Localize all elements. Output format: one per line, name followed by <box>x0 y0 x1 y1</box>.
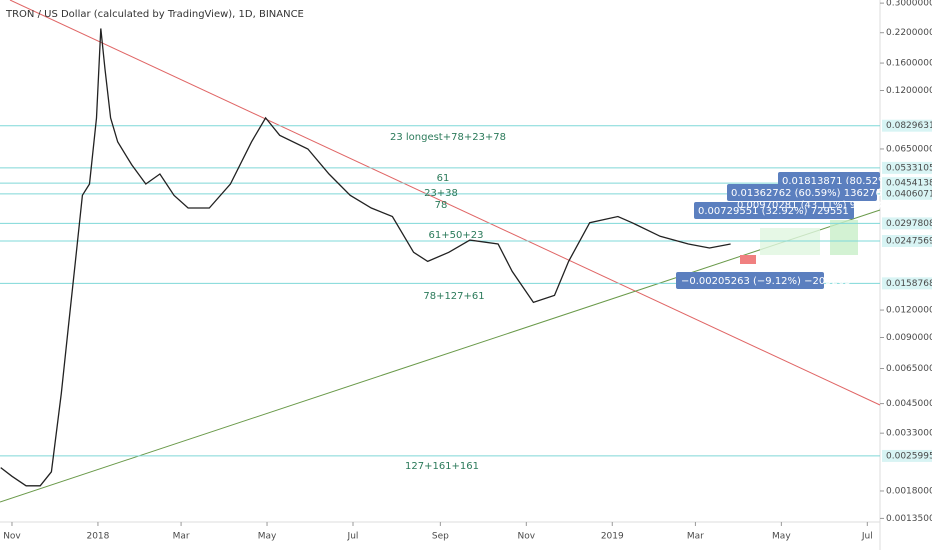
x-tick-label: May <box>258 532 277 542</box>
measure-label: 0.01813871 (80.52%) 18 <box>782 176 907 187</box>
measure-label: 0.00970281 (43.11%) 970281 <box>737 200 888 211</box>
level-tag <box>882 161 932 174</box>
plot-area <box>0 0 880 522</box>
level-tag <box>882 177 932 190</box>
down-trendline <box>9 0 881 406</box>
x-tick-label: Mar <box>173 532 190 542</box>
level-label: 0.04060714 <box>886 189 932 199</box>
y-tick-label: 0.00135000 <box>886 514 932 524</box>
level-tag <box>882 187 932 200</box>
measure-box <box>694 202 854 219</box>
level-tag <box>882 277 932 290</box>
level-tag <box>882 449 932 462</box>
x-tick-label: Jul <box>347 532 359 542</box>
annotation: 23+38 <box>424 188 458 199</box>
x-tick-label: Mar <box>687 532 704 542</box>
level-label: 0.04541383 <box>886 179 932 189</box>
stop-zone <box>740 255 756 264</box>
up-trendline <box>0 209 881 503</box>
measure-box <box>676 272 824 289</box>
x-tick-label: Sep <box>432 532 449 542</box>
annotation: 78+127+61 <box>423 291 484 302</box>
x-tick-label: 2019 <box>601 532 624 542</box>
measure-label: −0.00205263 (−9.12%) −205263 <box>681 276 851 287</box>
level-label: 0.02978083 <box>886 219 932 229</box>
annotation: 78 <box>435 200 448 211</box>
x-tick-label: May <box>772 532 791 542</box>
measure-label: 0.00729551 (32.92%) 729551 <box>698 206 849 217</box>
annotation: 61 <box>437 173 450 184</box>
level-label: 0.08296317 <box>886 121 932 131</box>
x-tick-label: Jul <box>861 532 873 542</box>
level-label: 0.00259951 <box>886 451 932 461</box>
annotation: 61+50+23 <box>429 230 484 241</box>
level-tag <box>882 217 932 230</box>
annotation: 23 longest+78+23+78 <box>390 132 506 143</box>
measure-box <box>727 184 877 201</box>
chart-title: TRON / US Dollar (calculated by TradingV… <box>5 9 304 20</box>
x-tick-label: Nov <box>3 532 21 542</box>
level-tag <box>882 235 932 248</box>
level-tag <box>882 119 932 132</box>
level-label: 0.02475693 <box>886 237 932 247</box>
target-zone <box>830 220 858 255</box>
measure-label: 0.01362762 (60.59%) 1362762 <box>731 188 888 199</box>
x-tick-label: Nov <box>518 532 536 542</box>
price-line <box>0 28 731 487</box>
annotation: 127+161+161 <box>405 461 479 472</box>
x-tick-label: 2018 <box>86 532 109 542</box>
level-label: 0.01587681 <box>886 279 932 289</box>
level-label: 0.05331054 <box>886 163 932 173</box>
